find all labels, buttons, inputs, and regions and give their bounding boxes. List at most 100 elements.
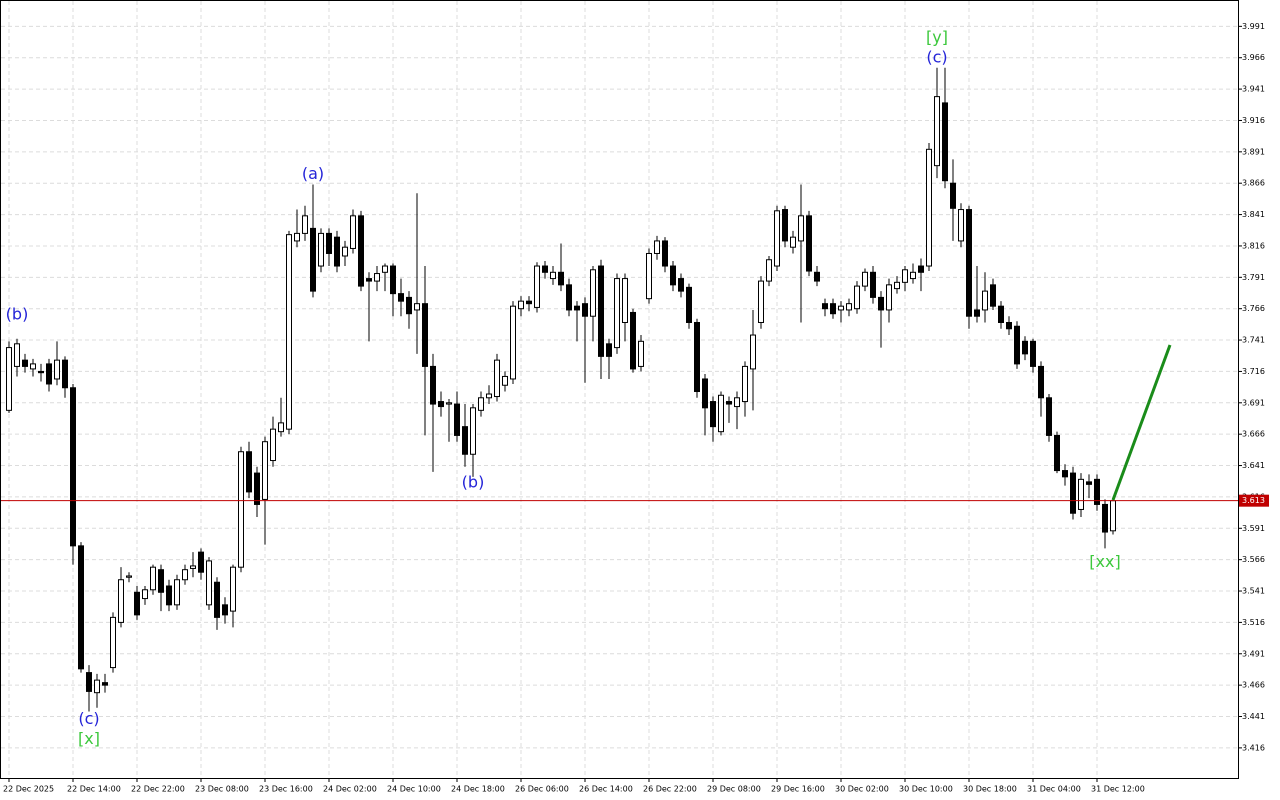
candle-body (806, 215, 812, 272)
candle-body (310, 227, 316, 292)
candle-body (382, 265, 388, 273)
candle-body (862, 271, 868, 287)
candle-body (1046, 397, 1052, 436)
candle-body (734, 397, 740, 408)
candle-body (718, 394, 724, 433)
x-tick-label: 26 Dec 06:00 (515, 785, 569, 794)
candle-body (1070, 472, 1076, 514)
candle-body (334, 236, 340, 267)
candle-body (1038, 365, 1044, 399)
candle-body (142, 589, 148, 600)
candle-body (294, 232, 300, 242)
candle-body (478, 397, 484, 411)
y-tick-label: 3.741 (1242, 336, 1265, 345)
candle-body (70, 387, 76, 547)
x-tick-label: 22 Dec 22:00 (131, 785, 185, 794)
candle-body (86, 672, 92, 692)
candle-body (22, 359, 28, 367)
candle-body (342, 246, 348, 257)
candle-body (446, 402, 452, 405)
candle-body (998, 305, 1004, 323)
candle-body (390, 265, 396, 295)
candle-body (286, 234, 292, 430)
candle-body (934, 96, 940, 167)
candle-body (1022, 340, 1028, 355)
y-tick-label: 3.991 (1242, 22, 1265, 31)
candle-body (102, 682, 108, 686)
wave-label: [x] (78, 729, 100, 748)
x-tick-label: 30 Dec 02:00 (835, 785, 889, 794)
x-tick-label: 23 Dec 16:00 (259, 785, 313, 794)
candle-body (214, 581, 220, 618)
y-tick-label: 3.516 (1242, 618, 1265, 627)
x-tick-label: 24 Dec 18:00 (451, 785, 505, 794)
candle-body (622, 278, 628, 323)
y-tick-label: 3.541 (1242, 587, 1265, 596)
candle-body (6, 347, 12, 411)
candle-body (726, 401, 732, 405)
y-tick-label: 3.791 (1242, 273, 1265, 282)
candle-body (958, 209, 964, 242)
candle-body (126, 575, 132, 578)
candle-body (254, 472, 260, 505)
forecast-arrow (1111, 344, 1172, 501)
candle-body (366, 278, 372, 282)
candle-body (134, 591, 140, 616)
candle-body (566, 284, 572, 311)
candle-body (774, 210, 780, 267)
y-tick-label: 3.416 (1242, 743, 1265, 752)
candle-body (974, 309, 980, 317)
candle-body (830, 303, 836, 315)
y-tick-label: 3.866 (1242, 179, 1265, 188)
candle-body (182, 569, 188, 581)
x-tick-label: 30 Dec 10:00 (899, 785, 953, 794)
candle-body (1062, 470, 1068, 478)
candle-body (406, 296, 412, 315)
wave-label: (c) (78, 709, 99, 728)
candle-body (534, 265, 540, 308)
y-tick-label: 3.466 (1242, 681, 1265, 690)
candle-body (550, 271, 556, 280)
candle-body (422, 303, 428, 367)
candle-body (302, 215, 308, 234)
candle-body (630, 311, 636, 370)
candle-body (982, 290, 988, 311)
candle-body (150, 566, 156, 591)
candle-body (510, 305, 516, 380)
candle-body (174, 579, 180, 606)
candle-body (838, 305, 844, 311)
candle-body (878, 296, 884, 311)
candle-body (230, 566, 236, 612)
candle-body (638, 340, 644, 367)
candle-body (750, 334, 756, 370)
candle-body (950, 182, 956, 209)
x-tick-label: 29 Dec 08:00 (707, 785, 761, 794)
candle-body (118, 579, 124, 623)
candle-body (278, 422, 284, 433)
candle-body (38, 370, 44, 374)
candle-body (166, 585, 172, 606)
candle-body (94, 679, 100, 694)
candle-body (926, 148, 932, 267)
candle-body (1030, 340, 1036, 367)
candle-body (158, 569, 164, 593)
x-tick-label: 26 Dec 22:00 (643, 785, 697, 794)
candle-body (518, 300, 524, 310)
current-price-tag (1239, 494, 1269, 507)
candle-body (598, 265, 604, 357)
candle-body (782, 209, 788, 242)
candle-body (454, 403, 460, 436)
candle-body (486, 393, 492, 399)
candle-body (54, 359, 60, 380)
candle-body (1110, 500, 1116, 532)
x-tick-label: 29 Dec 16:00 (771, 785, 825, 794)
candle-body (470, 407, 476, 455)
candle-body (1054, 434, 1060, 472)
y-tick-label: 3.716 (1242, 367, 1265, 376)
candle-body (574, 305, 580, 311)
y-tick-label: 3.966 (1242, 53, 1265, 62)
wave-label: (b) (6, 304, 29, 323)
candle-body (494, 359, 500, 398)
wave-label: (c) (926, 47, 947, 66)
